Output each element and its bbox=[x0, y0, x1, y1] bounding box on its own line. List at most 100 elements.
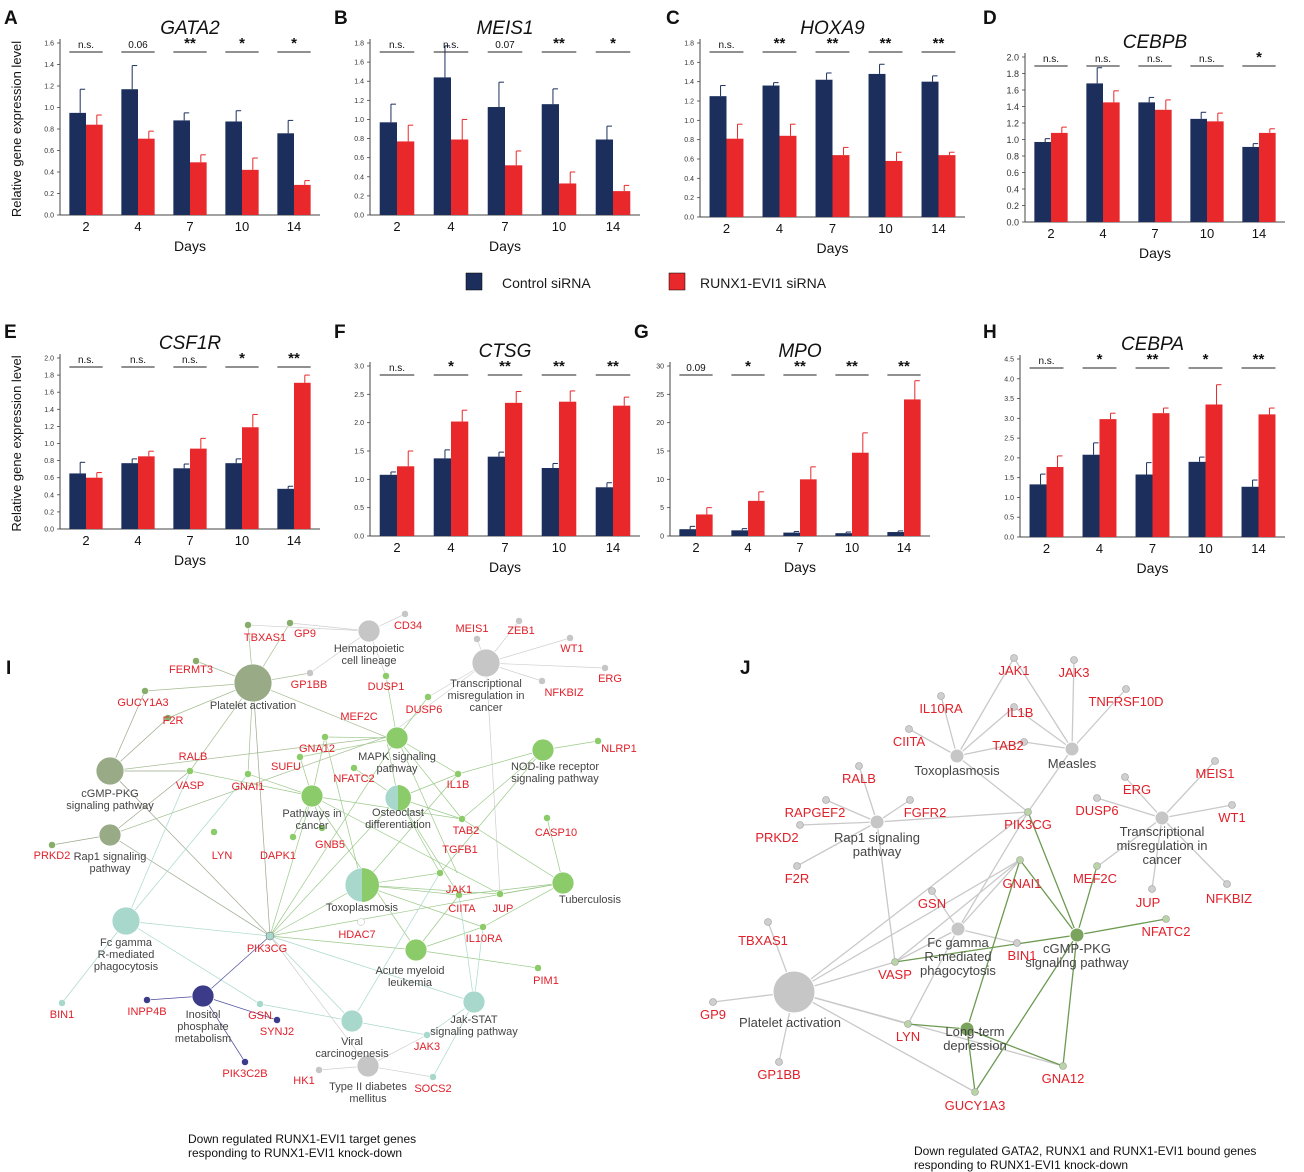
svg-text:NFKBIZ: NFKBIZ bbox=[1206, 891, 1252, 906]
legend-label-knockdown: RUNX1-EVI1 siRNA bbox=[700, 275, 827, 291]
bar-control bbox=[731, 530, 748, 536]
svg-text:DAPK1: DAPK1 bbox=[260, 850, 296, 862]
network-j-caption-line1: Down regulated GATA2, RUNX1 and RUNX1-EV… bbox=[914, 1144, 1256, 1158]
y-tick-label: 1.0 bbox=[44, 105, 54, 112]
x-axis-label: Days bbox=[1139, 245, 1171, 261]
bar-control bbox=[433, 77, 451, 216]
bar-knockdown bbox=[832, 155, 850, 217]
bar-knockdown bbox=[904, 399, 921, 536]
x-tick-label: 2 bbox=[692, 540, 699, 555]
significance-label: ** bbox=[184, 35, 196, 52]
bar-control bbox=[379, 474, 397, 536]
x-axis-label: Days bbox=[489, 559, 521, 575]
x-tick-label: 2 bbox=[393, 219, 400, 234]
svg-text:Platelet activation: Platelet activation bbox=[739, 1015, 841, 1030]
x-tick-label: 14 bbox=[897, 540, 911, 555]
bar-knockdown bbox=[613, 191, 631, 215]
svg-text:Acute myeloid: Acute myeloid bbox=[375, 965, 444, 977]
svg-text:depression: depression bbox=[943, 1038, 1007, 1053]
significance-label: * bbox=[1097, 351, 1103, 368]
bar-control bbox=[1086, 83, 1103, 223]
svg-text:signaling pathway: signaling pathway bbox=[66, 800, 154, 812]
bar-control bbox=[1241, 486, 1259, 537]
svg-text:MEIS1: MEIS1 bbox=[455, 623, 488, 635]
svg-text:mellitus: mellitus bbox=[349, 1093, 387, 1105]
y-tick-label: 1.4 bbox=[354, 79, 364, 86]
svg-text:GSN: GSN bbox=[918, 896, 946, 911]
y-tick-label: 0.0 bbox=[354, 213, 364, 220]
bar-chart-panels: A GATA2 0.0 0.2 0.4 0.6 0.8 1.0 1.2 1.4 1.6 2 n.s. 4 0… bbox=[4, 8, 1285, 576]
bar-control bbox=[277, 133, 294, 215]
significance-label: 0.09 bbox=[686, 363, 706, 374]
y-tick-label: 1.0 bbox=[44, 441, 54, 448]
svg-text:IL1B: IL1B bbox=[1007, 705, 1034, 720]
svg-text:TNFRSF10D: TNFRSF10D bbox=[1088, 694, 1163, 709]
x-tick-label: 7 bbox=[501, 219, 508, 234]
network-j-pathway-labels: Toxoplasmosis Measles Rap1 signaling pat… bbox=[739, 756, 1207, 1053]
y-tick-label: 0.6 bbox=[44, 148, 54, 155]
chart-panel-d: D CEBPB 0.0 0.2 0.4 0.6 0.8 1.0 1.2 1.4 1.6 1.8 2.0 2… bbox=[983, 8, 1285, 261]
bar-knockdown bbox=[294, 382, 311, 529]
y-tick-label: 0.4 bbox=[44, 492, 54, 499]
x-axis-label: Days bbox=[817, 240, 849, 256]
svg-text:GNAI1: GNAI1 bbox=[231, 781, 264, 793]
significance-label: n.s. bbox=[443, 40, 459, 51]
x-tick-label: 7 bbox=[501, 540, 508, 555]
chart-panel-e: E CSF1R 0.0 0.2 0.4 0.6 0.8 1.0 1.2 1.4 1.6 1.8 2.0 2… bbox=[4, 322, 320, 568]
x-axis-label: Days bbox=[174, 552, 206, 568]
bar-control bbox=[887, 532, 904, 536]
x-tick-label: 7 bbox=[186, 533, 193, 548]
svg-text:GUCY1A3: GUCY1A3 bbox=[945, 1098, 1006, 1113]
bar-knockdown bbox=[138, 456, 155, 529]
significance-label: n.s. bbox=[130, 355, 146, 366]
y-tick-label: 1.4 bbox=[684, 79, 694, 86]
svg-text:PRKD2: PRKD2 bbox=[34, 850, 71, 862]
y-tick-label: 2.5 bbox=[1004, 436, 1014, 443]
svg-text:cancer: cancer bbox=[295, 820, 328, 832]
significance-label: ** bbox=[898, 358, 910, 375]
bar-knockdown bbox=[397, 466, 415, 536]
chart-title: CSF1R bbox=[159, 333, 222, 354]
significance-label: n.s. bbox=[1147, 54, 1163, 65]
svg-text:VASP: VASP bbox=[176, 780, 205, 792]
significance-label: n.s. bbox=[78, 355, 94, 366]
significance-label: * bbox=[239, 35, 245, 52]
y-tick-label: 1.6 bbox=[354, 60, 364, 67]
x-tick-label: 4 bbox=[447, 540, 454, 555]
bar-knockdown bbox=[1258, 414, 1276, 537]
bar-knockdown bbox=[1152, 413, 1170, 537]
y-tick-label: 1.2 bbox=[1006, 119, 1019, 129]
chart-panel-g: G MPO 0 5 10 15 20 25 30 2 0.09 4 * 7 ** 10 ** 14 ** Days bbox=[634, 322, 930, 575]
x-tick-label: 4 bbox=[1096, 541, 1103, 556]
bar-control bbox=[277, 488, 294, 529]
bar-knockdown bbox=[451, 139, 469, 215]
x-tick-label: 14 bbox=[287, 219, 301, 234]
significance-label: ** bbox=[607, 358, 619, 375]
node-j-cgmp-pkg bbox=[1069, 927, 1085, 943]
node-type-ii-diabetes bbox=[356, 1054, 380, 1078]
svg-text:Fc gamma: Fc gamma bbox=[100, 937, 153, 949]
y-axis-label: Relative gene expression level bbox=[9, 355, 24, 531]
y-tick-label: 30 bbox=[656, 364, 664, 371]
y-tick-label: 0.4 bbox=[1006, 185, 1019, 195]
chart-panel-h: H CEBPA 0.0 0.5 1.0 1.5 2.0 2.5 3.0 3.5 4.0 4.5 2 n.s… bbox=[983, 322, 1285, 576]
y-tick-label: 0.8 bbox=[354, 136, 364, 143]
bar-control bbox=[815, 79, 833, 217]
svg-text:pathway: pathway bbox=[853, 844, 902, 859]
svg-text:DUSP1: DUSP1 bbox=[368, 681, 405, 693]
bar-knockdown bbox=[559, 183, 577, 215]
svg-text:PIK3CG: PIK3CG bbox=[247, 943, 287, 955]
svg-text:SYNJ2: SYNJ2 bbox=[260, 1026, 294, 1038]
svg-text:JAK1: JAK1 bbox=[446, 884, 472, 896]
network-i-gene-labels: TBXAS1 GP9 CD34 MEIS1 ZEB1 WT1 FERMT3 GP… bbox=[34, 620, 637, 1095]
node-osteoclast-half bbox=[398, 785, 411, 811]
y-tick-label: 1.0 bbox=[354, 117, 364, 124]
y-tick-label: 1.0 bbox=[354, 477, 364, 484]
bar-knockdown bbox=[294, 184, 311, 215]
svg-text:signaling pathway: signaling pathway bbox=[430, 1026, 518, 1038]
bar-control bbox=[1034, 141, 1051, 222]
svg-text:cGMP-PKG: cGMP-PKG bbox=[1043, 941, 1111, 956]
chart-panel-a: A GATA2 0.0 0.2 0.4 0.6 0.8 1.0 1.2 1.4 1.6 2 n.s. 4 0… bbox=[4, 8, 320, 254]
y-tick-label: 1.8 bbox=[684, 41, 694, 48]
